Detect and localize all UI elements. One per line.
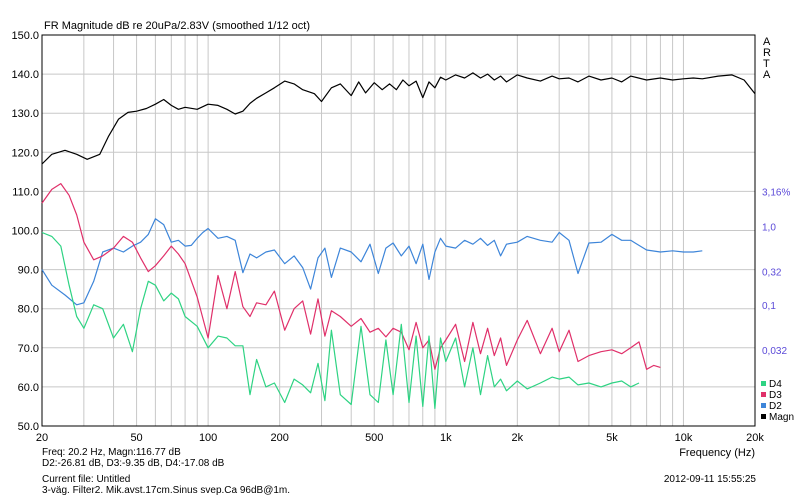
y-tick-label: 80.0	[18, 304, 39, 316]
x-tick-label: 5k	[606, 432, 618, 444]
right-axis-label: 0,32	[762, 268, 782, 279]
watermark-letter: T	[763, 58, 770, 70]
legend-label-d2: D2	[769, 401, 782, 412]
x-tick-label: 500	[365, 432, 383, 444]
legend-label-magn: Magn	[769, 412, 794, 423]
y-tick-label: 120.0	[11, 147, 39, 159]
x-tick-label: 100	[199, 432, 217, 444]
plot-frame	[41, 34, 756, 427]
right-axis-label: 1,0	[762, 223, 776, 234]
y-tick-label: 110.0	[12, 186, 39, 198]
watermark-letter: A	[763, 69, 771, 81]
series-line-d3	[41, 183, 661, 370]
x-tick-label: 20	[36, 432, 48, 444]
x-axis-label: Frequency (Hz)	[679, 447, 755, 459]
legend-label-d4: D4	[769, 379, 782, 390]
cursor-readout: Freq: 20.2 Hz, Magn:116.77 dB	[42, 447, 181, 458]
y-tick-label: 100.0	[11, 226, 39, 238]
y-tick-label: 140.0	[11, 69, 39, 81]
x-tick-label: 200	[270, 432, 288, 444]
series-line-d2	[41, 218, 703, 306]
x-tick-label: 10k	[675, 432, 693, 444]
y-tick-label: 60.0	[18, 382, 39, 394]
watermark-letter: A	[763, 36, 771, 48]
timestamp: 2012-09-11 15:55:25	[663, 474, 756, 485]
y-tick-label: 150.0	[11, 30, 39, 42]
legend-swatch-magn	[761, 414, 766, 419]
chart-title: FR Magnitude dB re 20uPa/2.83V (smoothed…	[44, 20, 310, 32]
series-line-magn	[41, 72, 756, 165]
x-tick-label: 2k	[512, 432, 524, 444]
x-tick-label: 50	[130, 432, 142, 444]
current-file: Current file: Untitled	[42, 474, 131, 485]
legend-swatch-d4	[761, 381, 766, 386]
x-tick-label: 1k	[440, 432, 452, 444]
x-tick-label: 20k	[746, 432, 764, 444]
legend-swatch-d3	[761, 392, 766, 397]
distortion-readout: D2:-26.81 dB, D3:-9.35 dB, D4:-17.08 dB	[42, 458, 225, 469]
watermark-letter: R	[763, 47, 771, 59]
right-axis-label: 0,1	[762, 301, 776, 312]
y-tick-label: 130.0	[11, 108, 39, 120]
y-tick-label: 90.0	[18, 265, 39, 277]
series-line-d4	[41, 231, 640, 409]
legend-label-d3: D3	[769, 390, 782, 401]
y-tick-label: 70.0	[18, 343, 39, 355]
legend-swatch-d2	[761, 403, 766, 408]
right-axis-label: 0,032	[762, 346, 787, 357]
y-tick-label: 50.0	[18, 421, 39, 433]
file-description: 3-väg. Filter2. Mik.avst.17cm.Sinus svep…	[42, 485, 291, 496]
right-axis-label: 3,16%	[762, 187, 790, 198]
